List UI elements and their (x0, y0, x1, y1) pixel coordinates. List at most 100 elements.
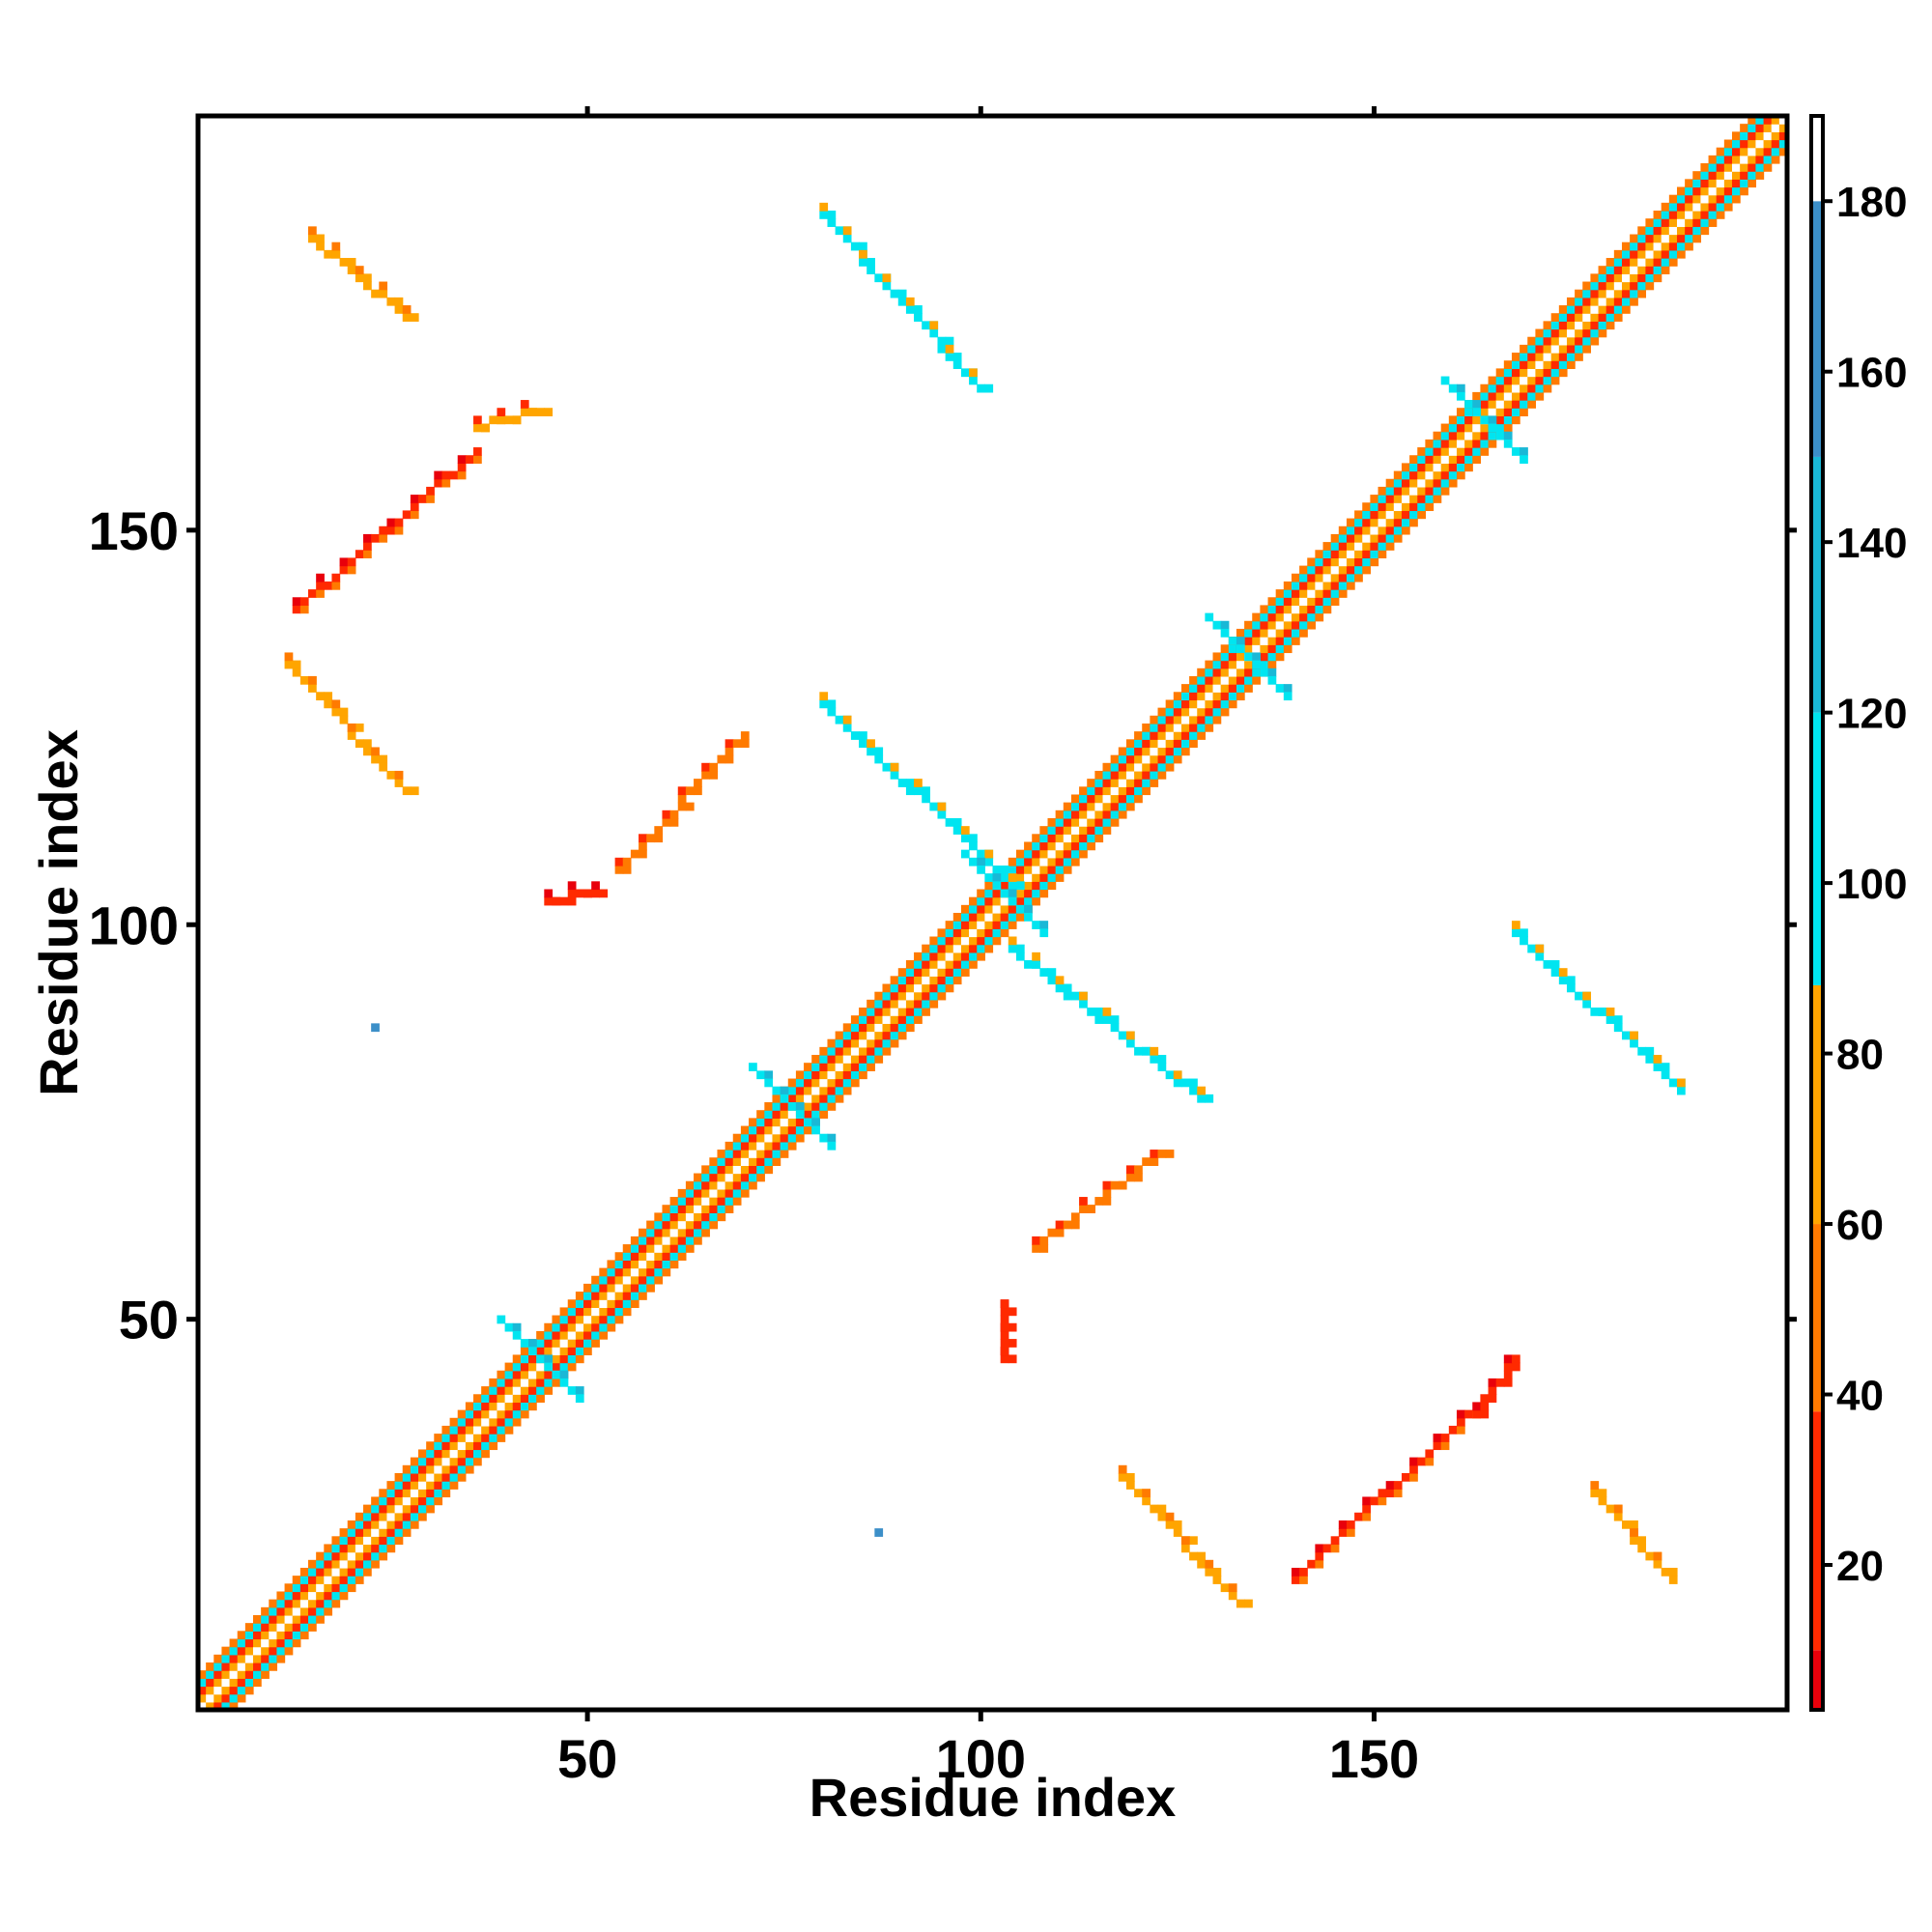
diagonal-cell (244, 1670, 254, 1679)
diagonal-cell (1480, 384, 1490, 393)
contact-cell (1362, 1512, 1371, 1521)
contact-cell (1039, 1244, 1049, 1253)
diagonal-cell (1173, 754, 1182, 764)
diagonal-cell (1771, 124, 1780, 132)
diagonal-cell (1661, 218, 1670, 227)
contact-cell (952, 353, 962, 361)
diagonal-cell (1322, 605, 1332, 614)
diagonal-cell (709, 1197, 719, 1206)
diagonal-cell (969, 913, 978, 922)
diagonal-cell (1495, 400, 1505, 409)
contact-cell (1032, 960, 1040, 969)
diagonal-cell (1070, 810, 1080, 819)
diagonal-cell (299, 1614, 309, 1624)
contact-cell (379, 281, 388, 291)
diagonal-cell (749, 1157, 757, 1166)
diagonal-cell (1613, 273, 1623, 283)
diagonal-cell (1118, 747, 1127, 756)
diagonal-cell (1503, 423, 1513, 433)
diagonal-cell (371, 1520, 380, 1529)
diagonal-cell (922, 968, 930, 977)
diagonal-cell (1440, 439, 1450, 448)
diagonal-cell (811, 1070, 820, 1080)
diagonal-cell (1346, 557, 1355, 567)
diagonal-cell (1440, 447, 1450, 456)
contact-cell (842, 723, 852, 732)
diagonal-cell (1716, 163, 1725, 172)
diagonal-cell (1070, 841, 1080, 851)
contact-cell (1448, 1425, 1458, 1435)
diagonal-cell (992, 913, 1002, 922)
contact-cell (1637, 1046, 1647, 1056)
diagonal-cell (1189, 692, 1198, 701)
contact-cell (1000, 873, 1009, 882)
diagonal-cell (1362, 526, 1371, 535)
diagonal-cell (1330, 565, 1340, 575)
diagonal-cell (639, 1292, 647, 1300)
diagonal-cell (952, 952, 962, 961)
crossing-cell (1039, 928, 1049, 938)
diagonal-cell (1716, 186, 1725, 196)
diagonal-cell (1267, 660, 1277, 669)
contact-cell (1566, 983, 1576, 993)
diagonal-cell (787, 1086, 797, 1095)
contact-cell (1527, 944, 1537, 953)
crossing-cell (764, 1078, 774, 1088)
diagonal-cell (347, 1551, 356, 1561)
contact-cell (1205, 1559, 1214, 1569)
diagonal-cell (614, 1315, 624, 1324)
diagonal-cell (434, 1472, 443, 1482)
diagonal-cell (1330, 581, 1340, 590)
diagonal-cell (1630, 249, 1638, 259)
diagonal-cell (1079, 810, 1088, 819)
contact-cell (1063, 991, 1072, 1001)
contact-cell (1228, 1583, 1237, 1593)
diagonal-cell (536, 1370, 545, 1379)
contact-cell (504, 415, 514, 425)
contact-cell (1456, 1409, 1465, 1419)
diagonal-cell (669, 1205, 679, 1213)
diagonal-cell (229, 1662, 239, 1671)
contact-cell (1362, 1496, 1371, 1506)
diagonal-cell (441, 1425, 451, 1435)
diagonal-cell (1621, 266, 1631, 274)
diagonal-cell (591, 1307, 600, 1317)
diagonal-cell (952, 936, 962, 946)
diagonal-cell (1378, 518, 1387, 527)
diagonal-cell (874, 991, 884, 1001)
diagonal-cell (709, 1220, 719, 1230)
diagonal-cell (1433, 455, 1442, 465)
diagonal-cell (1668, 249, 1678, 259)
diagonal-cell (1307, 620, 1316, 630)
contact-cell (1401, 1472, 1410, 1482)
diagonal-cell (1322, 581, 1332, 590)
contact-cell (929, 802, 939, 811)
diagonal-cell (244, 1662, 254, 1671)
diagonal-cell (890, 1031, 899, 1040)
contact-cell (960, 834, 970, 843)
contact-cell (331, 242, 341, 251)
diagonal-cell (1520, 368, 1528, 378)
diagonal-cell (1315, 597, 1324, 607)
diagonal-cell (292, 1599, 301, 1608)
diagonal-cell (819, 1063, 829, 1071)
contact-cell (386, 518, 396, 527)
diagonal-cell (371, 1528, 380, 1537)
diagonal-cell (1685, 211, 1693, 219)
contact-cell (890, 762, 899, 772)
colorbar-band (1811, 1411, 1823, 1651)
diagonal-cell (709, 1188, 719, 1198)
diagonal-cell (1464, 455, 1473, 465)
contact-cell (1165, 1520, 1175, 1529)
diagonal-cell (1488, 376, 1497, 385)
contact-cell (1590, 1008, 1600, 1016)
diagonal-cell (1440, 431, 1450, 440)
diagonal-cell (1582, 305, 1592, 314)
diagonal-cell (339, 1551, 349, 1561)
diagonal-cell (764, 1165, 774, 1175)
contact-cell (347, 723, 356, 732)
diagonal-cell (1055, 841, 1065, 851)
diagonal-cell (1283, 612, 1293, 622)
diagonal-cell (646, 1260, 655, 1269)
diagonal-cell (1157, 715, 1167, 724)
